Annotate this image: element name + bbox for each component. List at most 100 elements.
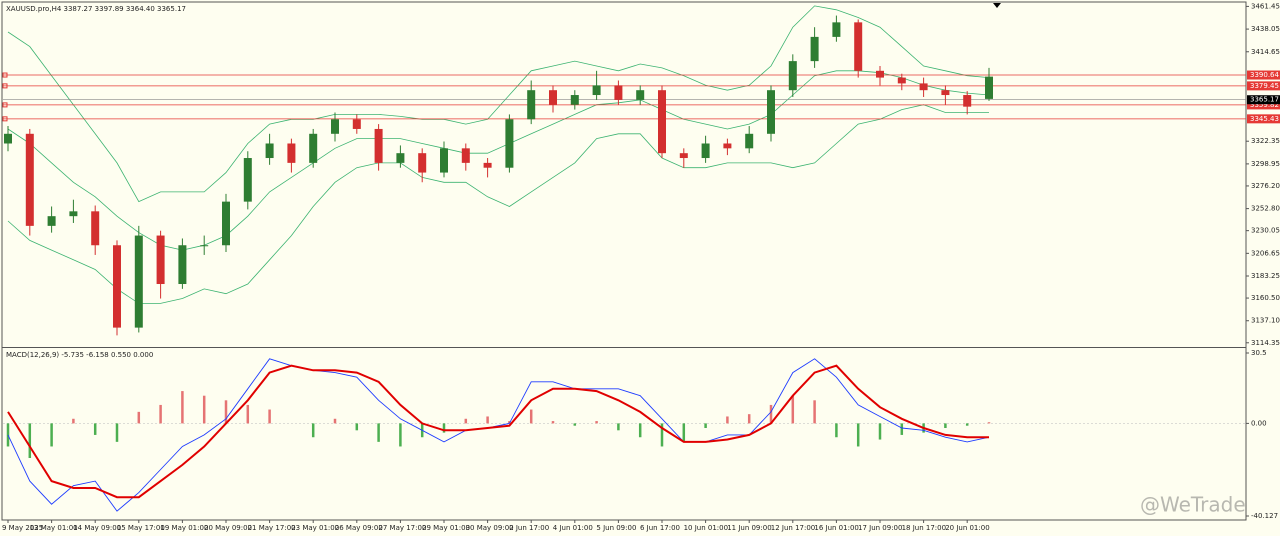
x-tick-label: 4 Jun 01:00 — [553, 524, 593, 532]
candle-body — [352, 119, 361, 129]
level-tag — [1247, 81, 1280, 91]
candle-body — [374, 128, 383, 163]
x-tick-label: 12 Jun 17:00 — [771, 524, 815, 532]
candle-body — [701, 143, 710, 159]
x-tick-label: 18 Jun 17:00 — [902, 524, 946, 532]
x-tick-label: 15 May 17:00 — [117, 524, 165, 532]
candle-body — [788, 61, 797, 91]
macd-line — [7, 364, 989, 499]
x-tick-label: 21 May 17:00 — [248, 524, 296, 532]
candle-body — [243, 158, 252, 202]
x-tick-label: 27 May 17:00 — [378, 524, 426, 532]
candle-body — [287, 143, 296, 163]
watermark: @WeTrade — [1140, 493, 1246, 517]
chart-title: XAUUSD.pro,H4 3387.27 3397.89 3364.40 33… — [6, 5, 186, 13]
x-tick-label: 14 May 09:00 — [73, 524, 121, 532]
x-tick-label: 2 Jun 17:00 — [509, 524, 549, 532]
candle-body — [832, 22, 841, 37]
candle-body — [4, 133, 12, 144]
x-tick-label: 23 May 01:00 — [291, 524, 339, 532]
candle-body — [570, 95, 579, 105]
y-tick-label: 3298.95 — [1251, 160, 1280, 168]
level-label: 3359.82 — [1250, 101, 1279, 109]
level-tag — [1247, 100, 1280, 110]
candle-body — [963, 95, 972, 107]
candle-body — [745, 133, 754, 149]
candle-body — [985, 76, 993, 99]
candle-body — [331, 119, 339, 134]
x-tick-label: 17 Jun 09:00 — [858, 524, 902, 532]
band-line — [7, 5, 990, 203]
shift-marker — [993, 3, 1001, 8]
candle-body — [265, 143, 274, 159]
candle-body — [178, 245, 187, 285]
y-tick-label: 3438.05 — [1251, 25, 1280, 33]
y-tick-label: 3183.25 — [1251, 272, 1280, 280]
macd-title: MACD(12,26,9) -5.735 -6.158 0.550 0.000 — [6, 351, 153, 359]
x-tick-label: 13 May 01:00 — [30, 524, 78, 532]
y-tick-label: 3414.65 — [1251, 48, 1280, 56]
candle-body — [440, 148, 448, 173]
candle-body — [91, 211, 100, 246]
level-tag — [1247, 70, 1280, 80]
candle-body — [941, 90, 950, 96]
x-tick-label: 5 Jun 09:00 — [596, 524, 636, 532]
level-label: 3379.45 — [1250, 82, 1279, 90]
candle-body — [134, 235, 143, 328]
candle-body — [505, 119, 514, 168]
candle-body — [396, 153, 405, 163]
candle-body — [614, 85, 623, 100]
y-tick-label: 3114.35 — [1251, 339, 1280, 347]
candle-body — [658, 90, 666, 154]
level-handle — [2, 72, 8, 78]
candle-body — [483, 162, 492, 168]
y-tick-label: 3276.20 — [1251, 182, 1280, 190]
y-tick-label: 3160.50 — [1251, 294, 1280, 302]
current-price-tag — [1247, 95, 1280, 105]
candle-body — [156, 235, 165, 285]
candle-body — [549, 90, 557, 105]
y-tick-label: 30.5 — [1251, 349, 1267, 357]
y-tick-label: 3230.05 — [1251, 227, 1280, 235]
candle-body — [723, 143, 732, 149]
y-tick-label: 0.00 — [1251, 419, 1267, 427]
candle-body — [854, 22, 863, 71]
x-tick-label: 29 May 01:00 — [422, 524, 470, 532]
x-tick-label: 30 May 09:00 — [466, 524, 514, 532]
current-price-label: 3365.17 — [1250, 96, 1279, 104]
candle-body — [309, 133, 318, 163]
level-handle — [2, 83, 8, 89]
candle-body — [679, 153, 688, 159]
level-label: 3390.64 — [1250, 71, 1279, 79]
x-tick-label: 10 Jun 01:00 — [684, 524, 728, 532]
level-tag — [1247, 114, 1280, 124]
y-tick-label: 3461.45 — [1251, 2, 1280, 10]
y-tick-label: 3137.10 — [1251, 317, 1280, 325]
candle-body — [876, 70, 884, 78]
candle-body — [767, 90, 775, 134]
band-line — [7, 104, 989, 304]
x-tick-label: 26 May 09:00 — [335, 524, 383, 532]
x-tick-label: 11 Jun 09:00 — [727, 524, 771, 532]
candle-body — [919, 83, 928, 91]
candle-body — [527, 90, 536, 120]
macd-line — [7, 358, 990, 512]
x-tick-label: 6 Jun 17:00 — [640, 524, 680, 532]
x-tick-label: 20 May 09:00 — [204, 524, 252, 532]
candle-body — [636, 90, 645, 100]
y-tick-label: 3206.65 — [1251, 249, 1280, 257]
y-tick-label: 3252.80 — [1251, 205, 1280, 213]
candle-body — [25, 133, 34, 226]
band-line — [7, 70, 990, 251]
y-tick-label: -40.127 — [1251, 512, 1278, 520]
candle-body — [69, 211, 78, 217]
candle-body — [897, 77, 906, 84]
x-tick-label: 16 Jun 01:00 — [814, 524, 858, 532]
level-label: 3345.43 — [1250, 115, 1279, 123]
level-handle — [2, 116, 8, 122]
candle-body — [47, 216, 56, 226]
candle-body — [113, 245, 121, 328]
x-tick-label: 19 May 01:00 — [160, 524, 208, 532]
candle-body — [592, 85, 601, 96]
